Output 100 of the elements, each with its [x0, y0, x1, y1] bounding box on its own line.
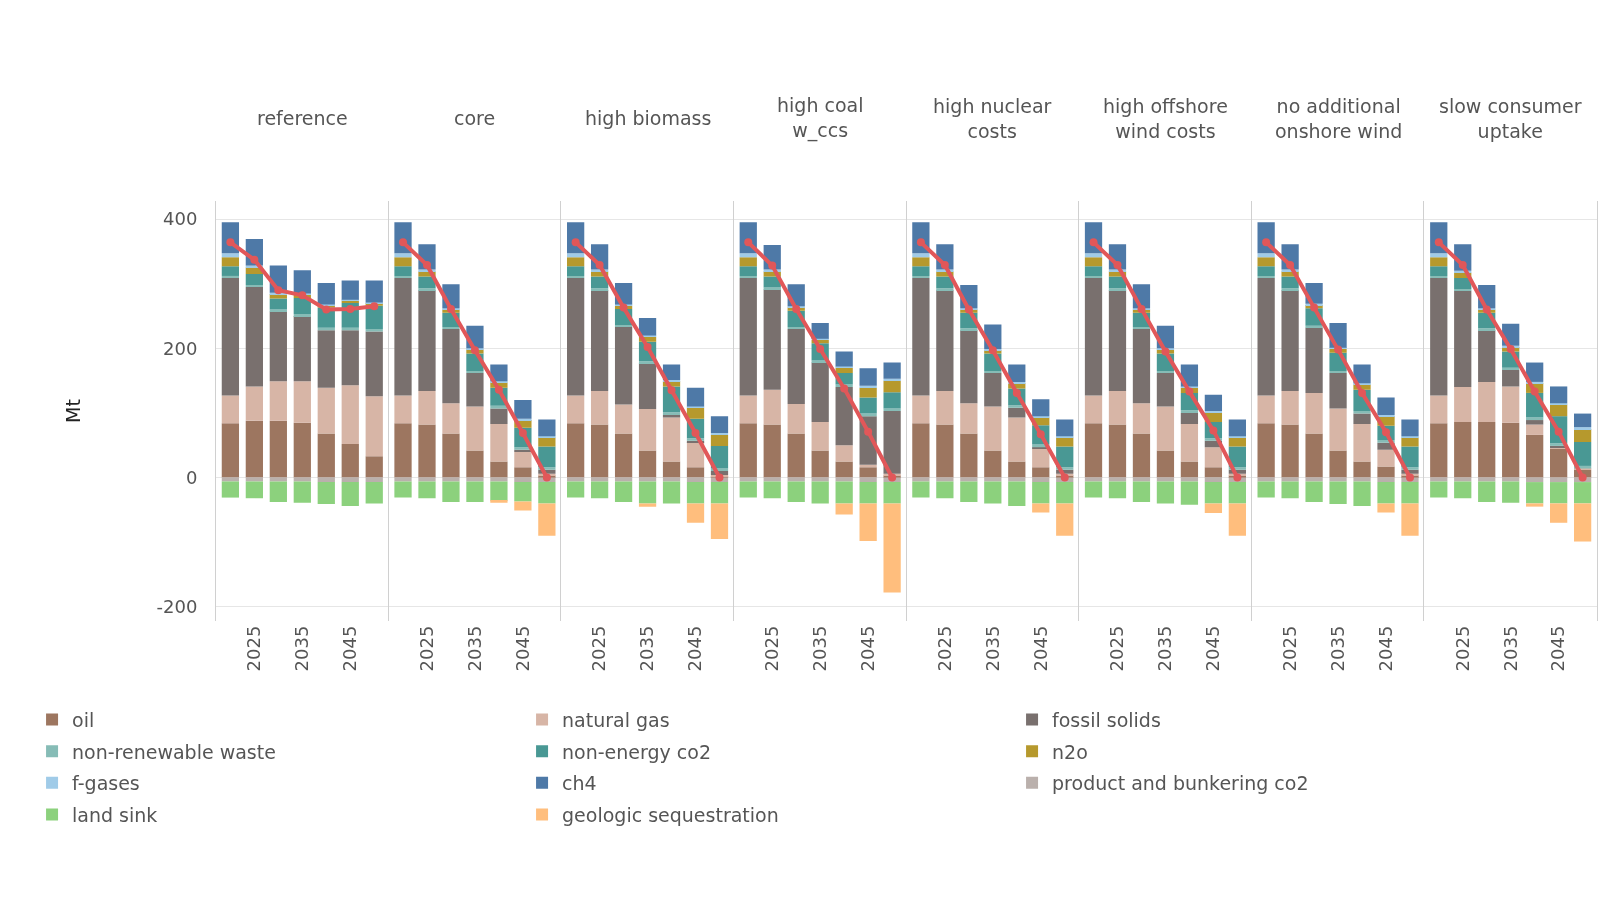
bar: [514, 451, 532, 468]
bar: [442, 433, 460, 478]
bar: [1377, 482, 1395, 504]
x-tick-label: 2045: [339, 625, 361, 672]
bar: [221, 253, 240, 258]
bar: [787, 328, 805, 404]
point: [595, 260, 604, 269]
bar: [1108, 424, 1127, 478]
bar: [1329, 481, 1347, 505]
bar: [590, 290, 609, 391]
bar: [466, 370, 484, 373]
bar: [590, 390, 609, 425]
bar: [245, 420, 263, 478]
bar: [1281, 290, 1299, 391]
bar: [1573, 442, 1592, 466]
x-tick-label: 2025: [1451, 625, 1473, 672]
point: [298, 291, 307, 300]
bar: [710, 432, 729, 435]
bar: [686, 387, 705, 407]
bar: [1454, 481, 1472, 499]
point: [768, 261, 777, 270]
bar: [1526, 420, 1544, 425]
bar: [739, 257, 757, 267]
bar: [442, 328, 460, 404]
bar: [1430, 395, 1448, 424]
point: [370, 302, 379, 311]
bar: [1353, 461, 1371, 478]
bar: [912, 266, 930, 276]
x-tick-label: 2045: [684, 625, 706, 672]
bar: [662, 481, 681, 504]
bar: [221, 257, 240, 267]
bar: [590, 481, 609, 499]
bar: [418, 290, 436, 391]
bar: [1526, 482, 1544, 504]
bar: [739, 423, 757, 478]
legend-label: n2o: [1052, 740, 1088, 763]
bar: [1454, 290, 1472, 388]
bar: [394, 266, 412, 276]
bar: [1401, 503, 1419, 536]
bar: [1180, 410, 1199, 413]
legend-label: oil: [72, 708, 95, 731]
bar: [1084, 257, 1103, 267]
legend-label: geologic sequestration: [562, 803, 779, 826]
bar: [739, 266, 757, 276]
bar: [763, 289, 781, 390]
bar: [418, 390, 436, 425]
point: [1358, 388, 1367, 397]
bar: [1526, 424, 1544, 435]
point: [346, 304, 355, 313]
bar: [859, 368, 877, 386]
y-axis-title: Mt: [62, 399, 85, 423]
x-tick-label: 2045: [511, 625, 533, 672]
bar: [1305, 327, 1323, 393]
point: [1060, 473, 1069, 482]
bar: [1401, 482, 1419, 504]
bar: [1008, 481, 1026, 506]
bar: [1353, 413, 1371, 424]
bar: [1056, 503, 1074, 536]
bar: [1228, 482, 1246, 504]
bar: [567, 481, 585, 498]
legend-label: natural gas: [562, 708, 670, 731]
bar: [1478, 381, 1496, 422]
bar: [936, 424, 954, 478]
bar: [1108, 390, 1127, 425]
bar: [490, 423, 508, 462]
bar: [490, 500, 508, 503]
chart-title: high offshore wind costs: [1103, 95, 1228, 142]
bar: [442, 481, 460, 503]
bar: [1228, 437, 1246, 447]
bar: [1032, 467, 1050, 478]
bar: [466, 406, 484, 451]
bar: [1430, 253, 1448, 258]
bar: [1156, 481, 1175, 504]
bar: [912, 275, 930, 278]
bar: [1156, 406, 1175, 451]
bar: [514, 482, 532, 502]
bar: [365, 396, 383, 457]
point: [1482, 305, 1491, 314]
x-tick-label: 2035: [981, 625, 1003, 672]
bar: [1156, 372, 1175, 407]
bar: [341, 330, 359, 386]
bar: [317, 482, 335, 505]
bar: [490, 364, 508, 382]
legend-label: product and bunkering co2: [1052, 772, 1309, 795]
point: [1113, 260, 1122, 269]
bar: [1084, 253, 1103, 258]
bar: [686, 407, 705, 419]
bar: [1478, 481, 1496, 503]
point: [322, 305, 331, 314]
bar: [538, 437, 556, 447]
bar: [1353, 411, 1371, 414]
bar: [293, 481, 311, 503]
bar: [221, 395, 240, 424]
bar: [1032, 503, 1050, 513]
bar: [912, 257, 930, 267]
bar: [1056, 482, 1074, 504]
bar: [293, 314, 311, 317]
bar: [1257, 395, 1275, 424]
bar: [245, 481, 263, 499]
bar: [394, 277, 412, 396]
